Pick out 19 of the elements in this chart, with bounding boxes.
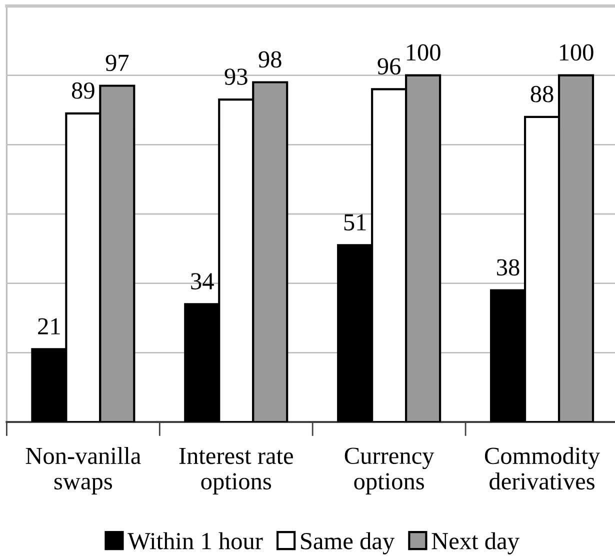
data-label: 100 <box>560 44 594 61</box>
data-label: 97 <box>106 54 129 72</box>
legend-label: Within 1 hour <box>128 532 263 550</box>
x-tick-label: Currency options <box>344 448 434 494</box>
data-label: 96 <box>378 58 400 75</box>
data-label: 100 <box>406 44 440 61</box>
data-label: 38 <box>497 259 520 276</box>
x-tick-label: Commodity derivatives <box>484 447 600 490</box>
x-tick-label: Interest rate options <box>179 448 293 494</box>
data-label: 93 <box>224 68 248 85</box>
legend-label: Next day <box>432 532 520 554</box>
data-label: 21 <box>38 318 60 334</box>
data-label: 88 <box>530 86 554 102</box>
data-label: 51 <box>344 214 366 231</box>
data-label: 98 <box>258 51 282 68</box>
data-label: 34 <box>191 273 214 290</box>
x-tick-label: Non-vanilla swaps <box>26 447 141 494</box>
legend-label: Same day <box>301 532 395 554</box>
data-label: 89 <box>72 82 94 99</box>
